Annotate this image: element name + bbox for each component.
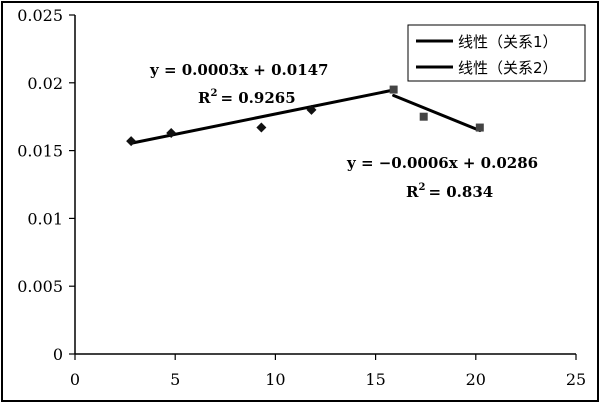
legend: 线性（关系1） 线性（关系2） <box>407 24 586 82</box>
axis-ticks: 0 5 10 15 20 25 0 0.005 0.01 0.015 0.02 0.025 <box>17 6 586 389</box>
trendline-1 <box>129 88 396 145</box>
x-tick-label: 10 <box>265 370 285 389</box>
trendline-2 <box>392 94 482 133</box>
x-tick-label: 20 <box>466 370 486 389</box>
data-points <box>126 85 484 147</box>
data-point <box>419 112 428 121</box>
y-tick-label: 0 <box>53 345 63 364</box>
x-tick-label: 25 <box>566 370 586 389</box>
y-tick-label: 0.015 <box>17 142 63 161</box>
x-tick-label: 15 <box>365 370 385 389</box>
trend1-equation: y = 0.0003x + 0.0147 <box>149 61 329 79</box>
trend2-r2: R2 = 0.834 <box>406 182 493 201</box>
trend1-r2: R2 = 0.9265 <box>198 88 296 107</box>
trendlines <box>129 88 482 145</box>
y-tick-label: 0.025 <box>17 6 63 25</box>
legend-label-2: 线性（关系2） <box>458 59 558 77</box>
y-tick-label: 0.02 <box>27 74 63 93</box>
y-tick-label: 0.005 <box>17 277 63 296</box>
legend-label-1: 线性（关系1） <box>458 33 558 51</box>
y-tick-label: 0.01 <box>27 209 63 228</box>
trend2-equation: y = −0.0006x + 0.0286 <box>346 154 538 172</box>
data-point <box>389 85 398 94</box>
x-tick-label: 5 <box>170 370 180 389</box>
data-point <box>126 136 137 147</box>
data-point <box>475 123 484 132</box>
data-point <box>166 127 177 138</box>
data-point <box>256 122 267 133</box>
x-tick-label: 0 <box>70 370 80 389</box>
data-point <box>306 104 317 115</box>
legend-box <box>407 24 586 82</box>
